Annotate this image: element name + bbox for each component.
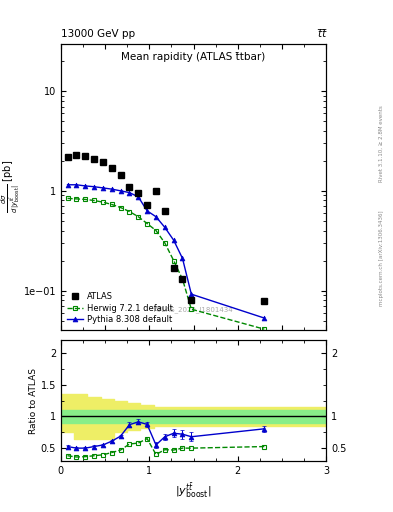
ATLAS	[180, 276, 185, 282]
Herwig 7.2.1 default	[262, 326, 267, 332]
Pythia 8.308 default	[65, 182, 70, 188]
ATLAS	[92, 156, 96, 162]
ATLAS	[189, 297, 194, 303]
ATLAS	[127, 184, 132, 190]
Y-axis label: $\frac{d\sigma}{d\,|y^{t\bar{t}}_{\rm boost}|}$ [pb]: $\frac{d\sigma}{d\,|y^{t\bar{t}}_{\rm bo…	[0, 160, 22, 214]
Pythia 8.308 default	[101, 185, 105, 191]
ATLAS	[136, 190, 141, 196]
Pythia 8.308 default	[136, 194, 141, 200]
ATLAS	[262, 298, 267, 305]
Herwig 7.2.1 default	[118, 204, 123, 210]
Herwig 7.2.1 default	[101, 199, 105, 205]
ATLAS	[83, 153, 88, 159]
Text: Mean rapidity (ATLAS t̄tbar): Mean rapidity (ATLAS t̄tbar)	[121, 52, 266, 62]
Line: Pythia 8.308 default: Pythia 8.308 default	[65, 182, 267, 321]
Pythia 8.308 default	[127, 189, 132, 196]
ATLAS	[162, 208, 167, 214]
Herwig 7.2.1 default	[83, 196, 88, 202]
Pythia 8.308 default	[83, 183, 88, 189]
Text: ATLAS_2020_I1801434: ATLAS_2020_I1801434	[154, 306, 233, 313]
Pythia 8.308 default	[118, 188, 123, 194]
Legend: ATLAS, Herwig 7.2.1 default, Pythia 8.308 default: ATLAS, Herwig 7.2.1 default, Pythia 8.30…	[65, 291, 174, 326]
Pythia 8.308 default	[180, 255, 185, 262]
ATLAS	[101, 159, 105, 165]
ATLAS	[171, 265, 176, 271]
Pythia 8.308 default	[154, 214, 158, 220]
ATLAS	[109, 165, 114, 171]
Herwig 7.2.1 default	[92, 198, 96, 204]
ATLAS	[118, 172, 123, 178]
Herwig 7.2.1 default	[127, 208, 132, 215]
Herwig 7.2.1 default	[74, 196, 79, 202]
Pythia 8.308 default	[92, 184, 96, 190]
ATLAS	[65, 154, 70, 160]
ATLAS	[154, 188, 158, 194]
ATLAS	[145, 202, 149, 208]
Text: Rivet 3.1.10, ≥ 2.8M events: Rivet 3.1.10, ≥ 2.8M events	[379, 105, 384, 182]
Herwig 7.2.1 default	[162, 240, 167, 246]
Text: t̅t̅: t̅t̅	[318, 29, 326, 39]
Herwig 7.2.1 default	[145, 221, 149, 227]
Line: Herwig 7.2.1 default: Herwig 7.2.1 default	[65, 196, 267, 332]
Y-axis label: Ratio to ATLAS: Ratio to ATLAS	[29, 368, 38, 434]
Herwig 7.2.1 default	[154, 227, 158, 233]
Herwig 7.2.1 default	[189, 306, 194, 312]
Herwig 7.2.1 default	[65, 195, 70, 201]
Herwig 7.2.1 default	[109, 201, 114, 207]
Text: 13000 GeV pp: 13000 GeV pp	[61, 29, 135, 39]
Pythia 8.308 default	[262, 315, 267, 321]
Pythia 8.308 default	[109, 186, 114, 192]
Line: ATLAS: ATLAS	[64, 152, 267, 305]
Pythia 8.308 default	[145, 208, 149, 214]
Pythia 8.308 default	[171, 237, 176, 243]
ATLAS	[74, 152, 79, 158]
Herwig 7.2.1 default	[180, 276, 185, 282]
Herwig 7.2.1 default	[171, 258, 176, 264]
Pythia 8.308 default	[74, 182, 79, 188]
Pythia 8.308 default	[162, 224, 167, 230]
Text: mcplots.cern.ch [arXiv:1306.3436]: mcplots.cern.ch [arXiv:1306.3436]	[379, 211, 384, 306]
Herwig 7.2.1 default	[136, 214, 141, 220]
Pythia 8.308 default	[189, 291, 194, 297]
X-axis label: $|y^{t\bar{t}}_{\rm boost}|$: $|y^{t\bar{t}}_{\rm boost}|$	[175, 481, 212, 500]
